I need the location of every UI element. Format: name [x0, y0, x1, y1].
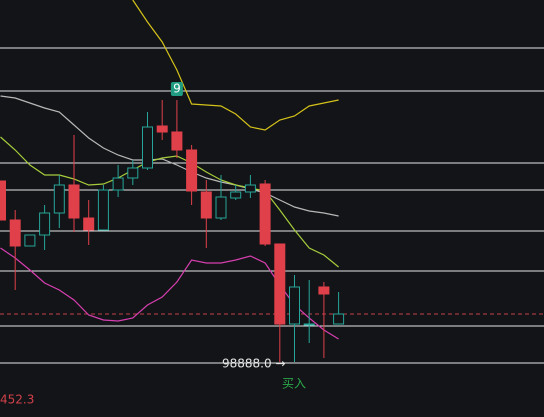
candle-body [156, 125, 168, 133]
candle-body [230, 191, 242, 199]
ma-line [0, 95, 339, 217]
candle-body [186, 149, 198, 192]
candle-body [303, 323, 315, 326]
ma-line [0, 136, 339, 268]
candle-body [259, 183, 271, 245]
candle-body [127, 167, 139, 179]
candle-body [318, 286, 330, 295]
candle-body [83, 217, 95, 231]
order-label: 98888.0 → [222, 357, 286, 371]
candle-body [53, 184, 65, 214]
candle-body [215, 196, 227, 219]
signal-label: 9 [173, 82, 181, 96]
candle-body [97, 189, 109, 231]
candle-body [333, 313, 345, 325]
ma-line [132, 0, 339, 131]
candle-body [0, 180, 6, 221]
candle-body [112, 177, 124, 191]
candle-body [24, 234, 36, 247]
candle-body [68, 184, 80, 219]
candle-body [244, 184, 256, 193]
candle-body [171, 131, 183, 151]
signal-badge [170, 82, 183, 96]
candle-body [9, 219, 21, 247]
corner-label: 452.3 [0, 393, 34, 407]
candle-body [200, 191, 212, 219]
candle-body [39, 212, 51, 236]
buy-label: 买入 [282, 377, 306, 391]
candle-body [274, 243, 286, 325]
candle-body [289, 286, 300, 325]
candle-body [142, 126, 153, 169]
